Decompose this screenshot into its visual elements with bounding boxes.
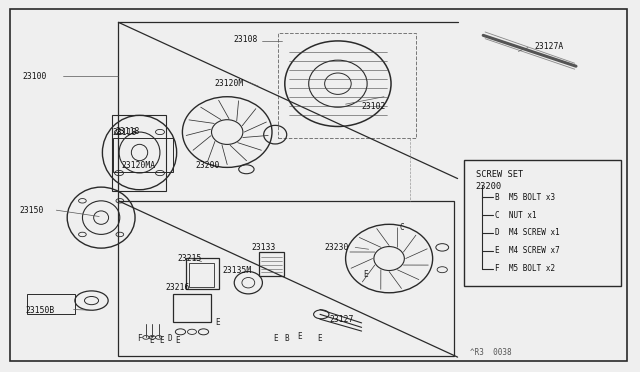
Text: E: E (215, 318, 220, 327)
Text: E  M4 SCREW x7: E M4 SCREW x7 (495, 246, 559, 255)
Text: 23118: 23118 (115, 127, 140, 136)
Text: ^R3  0038: ^R3 0038 (470, 348, 512, 357)
Text: SCREW SET: SCREW SET (476, 170, 523, 179)
Text: D  M4 SCREW x1: D M4 SCREW x1 (495, 228, 559, 237)
Text: C  NUT x1: C NUT x1 (495, 211, 536, 219)
Text: 23200: 23200 (195, 161, 220, 170)
Text: 23127: 23127 (330, 315, 354, 324)
Text: E: E (363, 270, 368, 279)
Text: C: C (399, 223, 404, 232)
Text: 23216: 23216 (165, 283, 189, 292)
Bar (118, 201, 454, 356)
Bar (186, 258, 219, 289)
Text: 23108: 23108 (234, 35, 258, 44)
Text: 23127A: 23127A (534, 42, 564, 51)
Text: F: F (137, 334, 142, 343)
Text: 23135M: 23135M (222, 266, 252, 275)
Bar (189, 263, 214, 287)
Text: E: E (149, 336, 154, 345)
Text: 23150: 23150 (19, 206, 44, 215)
Text: 23200: 23200 (476, 182, 502, 191)
Bar (27, 294, 75, 314)
Text: E: E (297, 332, 302, 341)
Text: 23215: 23215 (178, 254, 202, 263)
Bar (113, 138, 173, 172)
Bar (112, 115, 166, 191)
Bar (259, 252, 284, 276)
Text: B: B (284, 334, 289, 343)
Text: 23100: 23100 (22, 72, 47, 81)
Text: 23120MA: 23120MA (122, 161, 156, 170)
Bar (278, 33, 416, 138)
Text: E: E (175, 336, 180, 345)
Text: 23150B: 23150B (26, 306, 55, 315)
Text: D: D (167, 334, 172, 343)
Bar (173, 294, 211, 322)
Text: 23133: 23133 (252, 243, 276, 252)
Text: F  M5 BOLT x2: F M5 BOLT x2 (495, 264, 555, 273)
Text: E: E (317, 334, 323, 343)
Text: B  M5 BOLT x3: B M5 BOLT x3 (495, 193, 555, 202)
Text: 23118: 23118 (112, 128, 136, 137)
Text: E: E (159, 336, 164, 345)
Bar (464, 160, 621, 286)
Text: 23102: 23102 (362, 102, 386, 110)
Text: E: E (273, 334, 278, 343)
Text: 23230: 23230 (324, 243, 349, 252)
Text: 23120M: 23120M (214, 79, 244, 88)
